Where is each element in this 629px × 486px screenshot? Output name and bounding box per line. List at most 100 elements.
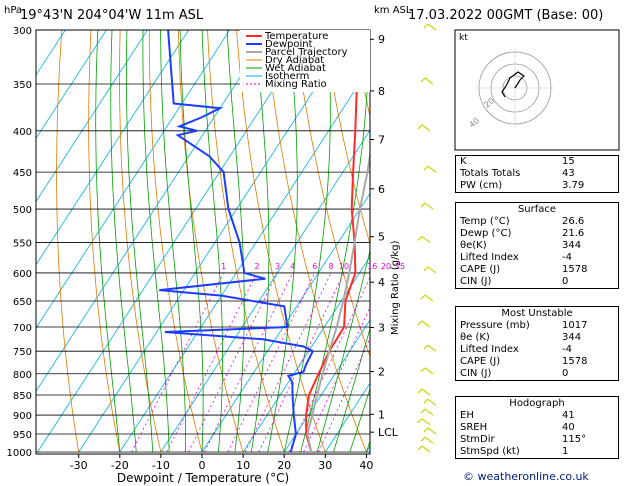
wind-barb-flag: [417, 236, 423, 241]
index-value: 3.79: [562, 180, 585, 191]
mixing-ratio-label: 6: [312, 262, 317, 271]
surface-title: Surface: [517, 204, 557, 215]
mixing-ratio-label: 4: [290, 262, 295, 271]
wind-barb: [421, 445, 431, 453]
table-row: Lifted Index -4: [456, 252, 618, 264]
legend: Temperature Dewpoint Parcel Trajectory D…: [240, 30, 370, 92]
x-tick-label: 20: [277, 459, 291, 472]
isotherm-line: [36, 30, 66, 76]
km-tick-label: 1: [378, 408, 385, 421]
wind-barb: [424, 202, 434, 210]
table-row: Totals Totals 43: [456, 168, 618, 180]
dry-adiabat-line: [88, 30, 121, 453]
mixing-ratio-line: [188, 272, 278, 453]
row-value: 344: [562, 240, 582, 251]
hodograph-table: Hodograph EH 41 SREH 40 StmDir 115° StmSpd …: [455, 396, 619, 459]
wet-adiabat-line: [126, 30, 154, 453]
wind-barb-flag: [420, 367, 426, 373]
table-row: Dewp (°C) 21.6: [456, 228, 618, 240]
chart-header-datetime: 17.03.2022 00GMT (Base: 00): [408, 8, 604, 23]
wind-barb-flag: [423, 344, 429, 350]
stability-indices-table: K 15 Totals Totals 43 PW (cm) 3.79: [455, 155, 619, 193]
table-row: θe(K) 344: [456, 240, 618, 252]
row-label: Lifted Index: [460, 252, 519, 263]
wind-barb-flag: [417, 445, 423, 451]
km-tick-label: LCL: [378, 426, 399, 439]
table-row: PW (cm) 3.79: [456, 180, 618, 192]
row-label: Pressure (mb): [460, 320, 530, 331]
pressure-tick-label: 700: [13, 323, 32, 334]
y-axis-unit-hpa: hPa: [4, 5, 22, 16]
parcel-trajectory-curve: [306, 149, 370, 453]
row-label: CIN (J): [460, 276, 492, 287]
wet-adiabat-line: [333, 327, 370, 453]
most-unstable-title: Most Unstable: [501, 308, 573, 319]
row-value: 21.6: [562, 228, 585, 239]
table-row: SREH 40: [456, 422, 618, 434]
pressure-tick-label: 800: [13, 370, 32, 381]
mixing-ratio-label: 10: [339, 262, 349, 271]
mixing-ratio-label: 1: [221, 262, 226, 271]
row-value: 344: [562, 332, 582, 343]
legend-dry-adiabat: Dry Adiabat: [265, 55, 324, 66]
pressure-tick-label: 450: [13, 168, 32, 179]
km-tick-label: 6: [378, 183, 385, 196]
table-row: CIN (J) 0: [456, 276, 618, 288]
pressure-tick-label: 300: [13, 26, 32, 37]
x-tick-label: 30: [318, 459, 332, 472]
wet-adiabat-line: [300, 30, 370, 453]
wind-barb: [421, 124, 431, 132]
wind-barb: [424, 294, 434, 302]
row-value: 1017: [562, 320, 588, 331]
table-row: Pressure (mb) 1017: [456, 320, 618, 332]
row-value: 40: [562, 422, 575, 433]
mixing-ratio-line: [244, 272, 332, 453]
wind-barb: [424, 408, 434, 416]
wind-barb: [421, 320, 431, 328]
row-value: 41: [562, 410, 575, 421]
hodograph-unit-label: kt: [459, 33, 468, 43]
row-label: θe(K): [460, 240, 487, 251]
plot-frame: [35, 29, 371, 455]
mixing-ratio-line: [318, 337, 370, 453]
x-tick-label: -30: [70, 459, 88, 472]
legend-temperature: Temperature: [264, 31, 328, 42]
hodograph-title: Hodograph: [509, 398, 565, 409]
dry-adiabat-line: [56, 30, 80, 453]
isotherm-line: [36, 30, 148, 203]
row-value: 0: [562, 368, 569, 379]
row-value: 1578: [562, 264, 588, 275]
x-tick-label: 40: [359, 459, 373, 472]
wet-adiabat-line: [226, 30, 245, 453]
wet-adiabat-line: [201, 30, 223, 453]
legend-wet-adiabat: Wet Adiabat: [265, 63, 326, 74]
wind-barb: [427, 23, 437, 31]
isotherm-line: [0, 0, 66, 452]
row-value: 0: [562, 276, 569, 287]
wind-barb: [424, 77, 434, 85]
wet-adiabat-line: [142, 30, 170, 452]
wind-barb: [421, 235, 431, 243]
surface-table: Surface Temp (°C) 26.6 Dewp (°C) 21.6 θe(K…: [455, 202, 619, 289]
table-row: K 15: [456, 156, 618, 168]
mixing-ratio-label: 25: [395, 262, 405, 271]
table-row: CAPE (J) 1578: [456, 264, 618, 276]
wet-adiabat-line: [267, 30, 298, 453]
wind-barb: [427, 266, 437, 274]
wet-adiabat-line: [316, 248, 370, 453]
wind-barb-flag: [417, 124, 423, 130]
legend-isotherm: Isotherm: [265, 71, 309, 82]
mixing-ratio-label: 2: [254, 262, 259, 271]
dewpoint-curve: [159, 30, 315, 453]
wind-barb: [427, 344, 437, 352]
copyright-footer[interactable]: © weatheronline.co.uk: [463, 470, 589, 483]
pressure-tick-label: 1000: [7, 448, 32, 459]
table-row: CIN (J) 0: [456, 368, 618, 380]
x-axis-title: Dewpoint / Temperature (°C): [117, 471, 289, 485]
table-row: Temp (°C) 26.6: [456, 216, 618, 228]
index-value: 15: [562, 156, 575, 167]
index-label: K: [460, 156, 467, 167]
x-tick-label: -20: [111, 459, 129, 472]
row-label: StmDir: [460, 434, 495, 445]
